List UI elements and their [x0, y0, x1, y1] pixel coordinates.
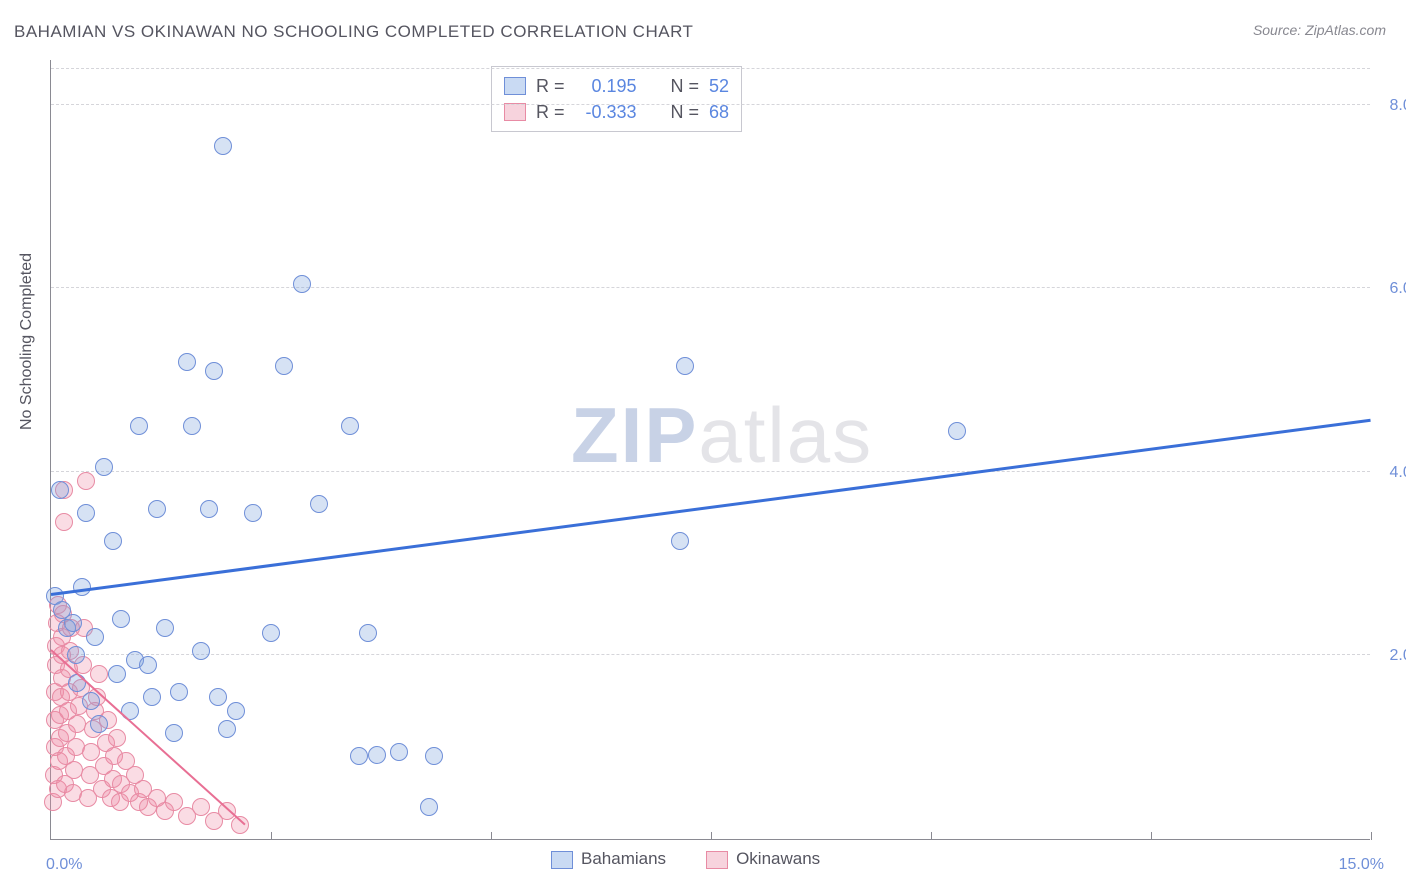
data-point	[368, 746, 386, 764]
data-point	[200, 500, 218, 518]
data-point	[218, 720, 236, 738]
data-point	[227, 702, 245, 720]
legend-label-bahamians: Bahamians	[581, 849, 666, 868]
data-point	[143, 688, 161, 706]
data-point	[170, 683, 188, 701]
x-tick	[1371, 832, 1372, 840]
x-tick	[271, 832, 272, 840]
data-point	[68, 674, 86, 692]
data-point	[948, 422, 966, 440]
x-tick	[711, 832, 712, 840]
data-point	[82, 692, 100, 710]
data-point	[112, 610, 130, 628]
legend-swatch-bahamians-icon	[551, 851, 573, 869]
x-axis-min-label: 0.0%	[46, 856, 82, 874]
legend-series: Bahamians Okinawans	[551, 849, 820, 869]
data-point	[205, 362, 223, 380]
data-point	[183, 417, 201, 435]
gridline	[51, 287, 1370, 288]
watermark: ZIPatlas	[571, 390, 873, 481]
data-point	[130, 417, 148, 435]
watermark-atlas: atlas	[698, 391, 873, 479]
y-tick-label: 8.0%	[1390, 97, 1406, 115]
data-point	[214, 137, 232, 155]
data-point	[178, 353, 196, 371]
data-point	[671, 532, 689, 550]
data-point	[86, 628, 104, 646]
x-tick	[931, 832, 932, 840]
data-point	[148, 500, 166, 518]
data-point	[108, 729, 126, 747]
legend-label-okinawans: Okinawans	[736, 849, 820, 868]
gridline	[51, 104, 1370, 105]
x-tick	[491, 832, 492, 840]
legend-n-value-bahamians: 52	[709, 76, 729, 97]
data-point	[359, 624, 377, 642]
watermark-zip: ZIP	[571, 391, 698, 479]
legend-swatch-okinawans-icon	[706, 851, 728, 869]
data-point	[420, 798, 438, 816]
legend-n-label: N =	[671, 76, 700, 97]
data-point	[55, 513, 73, 531]
data-point	[293, 275, 311, 293]
data-point	[390, 743, 408, 761]
x-axis-max-label: 15.0%	[1339, 856, 1384, 874]
data-point	[275, 357, 293, 375]
data-point	[341, 417, 359, 435]
data-point	[244, 504, 262, 522]
data-point	[310, 495, 328, 513]
data-point	[209, 688, 227, 706]
data-point	[51, 481, 69, 499]
legend-item-okinawans: Okinawans	[706, 849, 820, 869]
data-point	[108, 665, 126, 683]
scatter-chart: ZIPatlas R = 0.195 N = 52 R = -0.333 N =…	[50, 60, 1370, 840]
legend-swatch-okinawans	[504, 103, 526, 121]
data-point	[64, 614, 82, 632]
data-point	[192, 642, 210, 660]
data-point	[262, 624, 280, 642]
data-point	[676, 357, 694, 375]
chart-title: BAHAMIAN VS OKINAWAN NO SCHOOLING COMPLE…	[14, 22, 693, 42]
gridline	[51, 471, 1370, 472]
data-point	[95, 458, 113, 476]
source-label: Source: ZipAtlas.com	[1253, 22, 1386, 38]
data-point	[67, 646, 85, 664]
y-tick-label: 4.0%	[1390, 464, 1406, 482]
data-point	[350, 747, 368, 765]
data-point	[77, 504, 95, 522]
data-point	[425, 747, 443, 765]
gridline	[51, 654, 1370, 655]
x-tick	[1151, 832, 1152, 840]
data-point	[139, 656, 157, 674]
data-point	[156, 619, 174, 637]
y-axis-label: No Schooling Completed	[18, 253, 36, 430]
legend-row-okinawans: R = -0.333 N = 68	[504, 99, 729, 125]
y-tick-label: 2.0%	[1390, 647, 1406, 665]
y-tick-label: 6.0%	[1390, 280, 1406, 298]
data-point	[73, 578, 91, 596]
legend-swatch-bahamians	[504, 77, 526, 95]
gridline	[51, 68, 1370, 69]
legend-correlation: R = 0.195 N = 52 R = -0.333 N = 68	[491, 66, 742, 132]
data-point	[90, 715, 108, 733]
data-point	[104, 532, 122, 550]
legend-r-label: R =	[536, 76, 565, 97]
legend-r-value-bahamians: 0.195	[575, 76, 637, 97]
data-point	[77, 472, 95, 490]
legend-item-bahamians: Bahamians	[551, 849, 666, 869]
data-point	[90, 665, 108, 683]
data-point	[165, 724, 183, 742]
legend-row-bahamians: R = 0.195 N = 52	[504, 73, 729, 99]
